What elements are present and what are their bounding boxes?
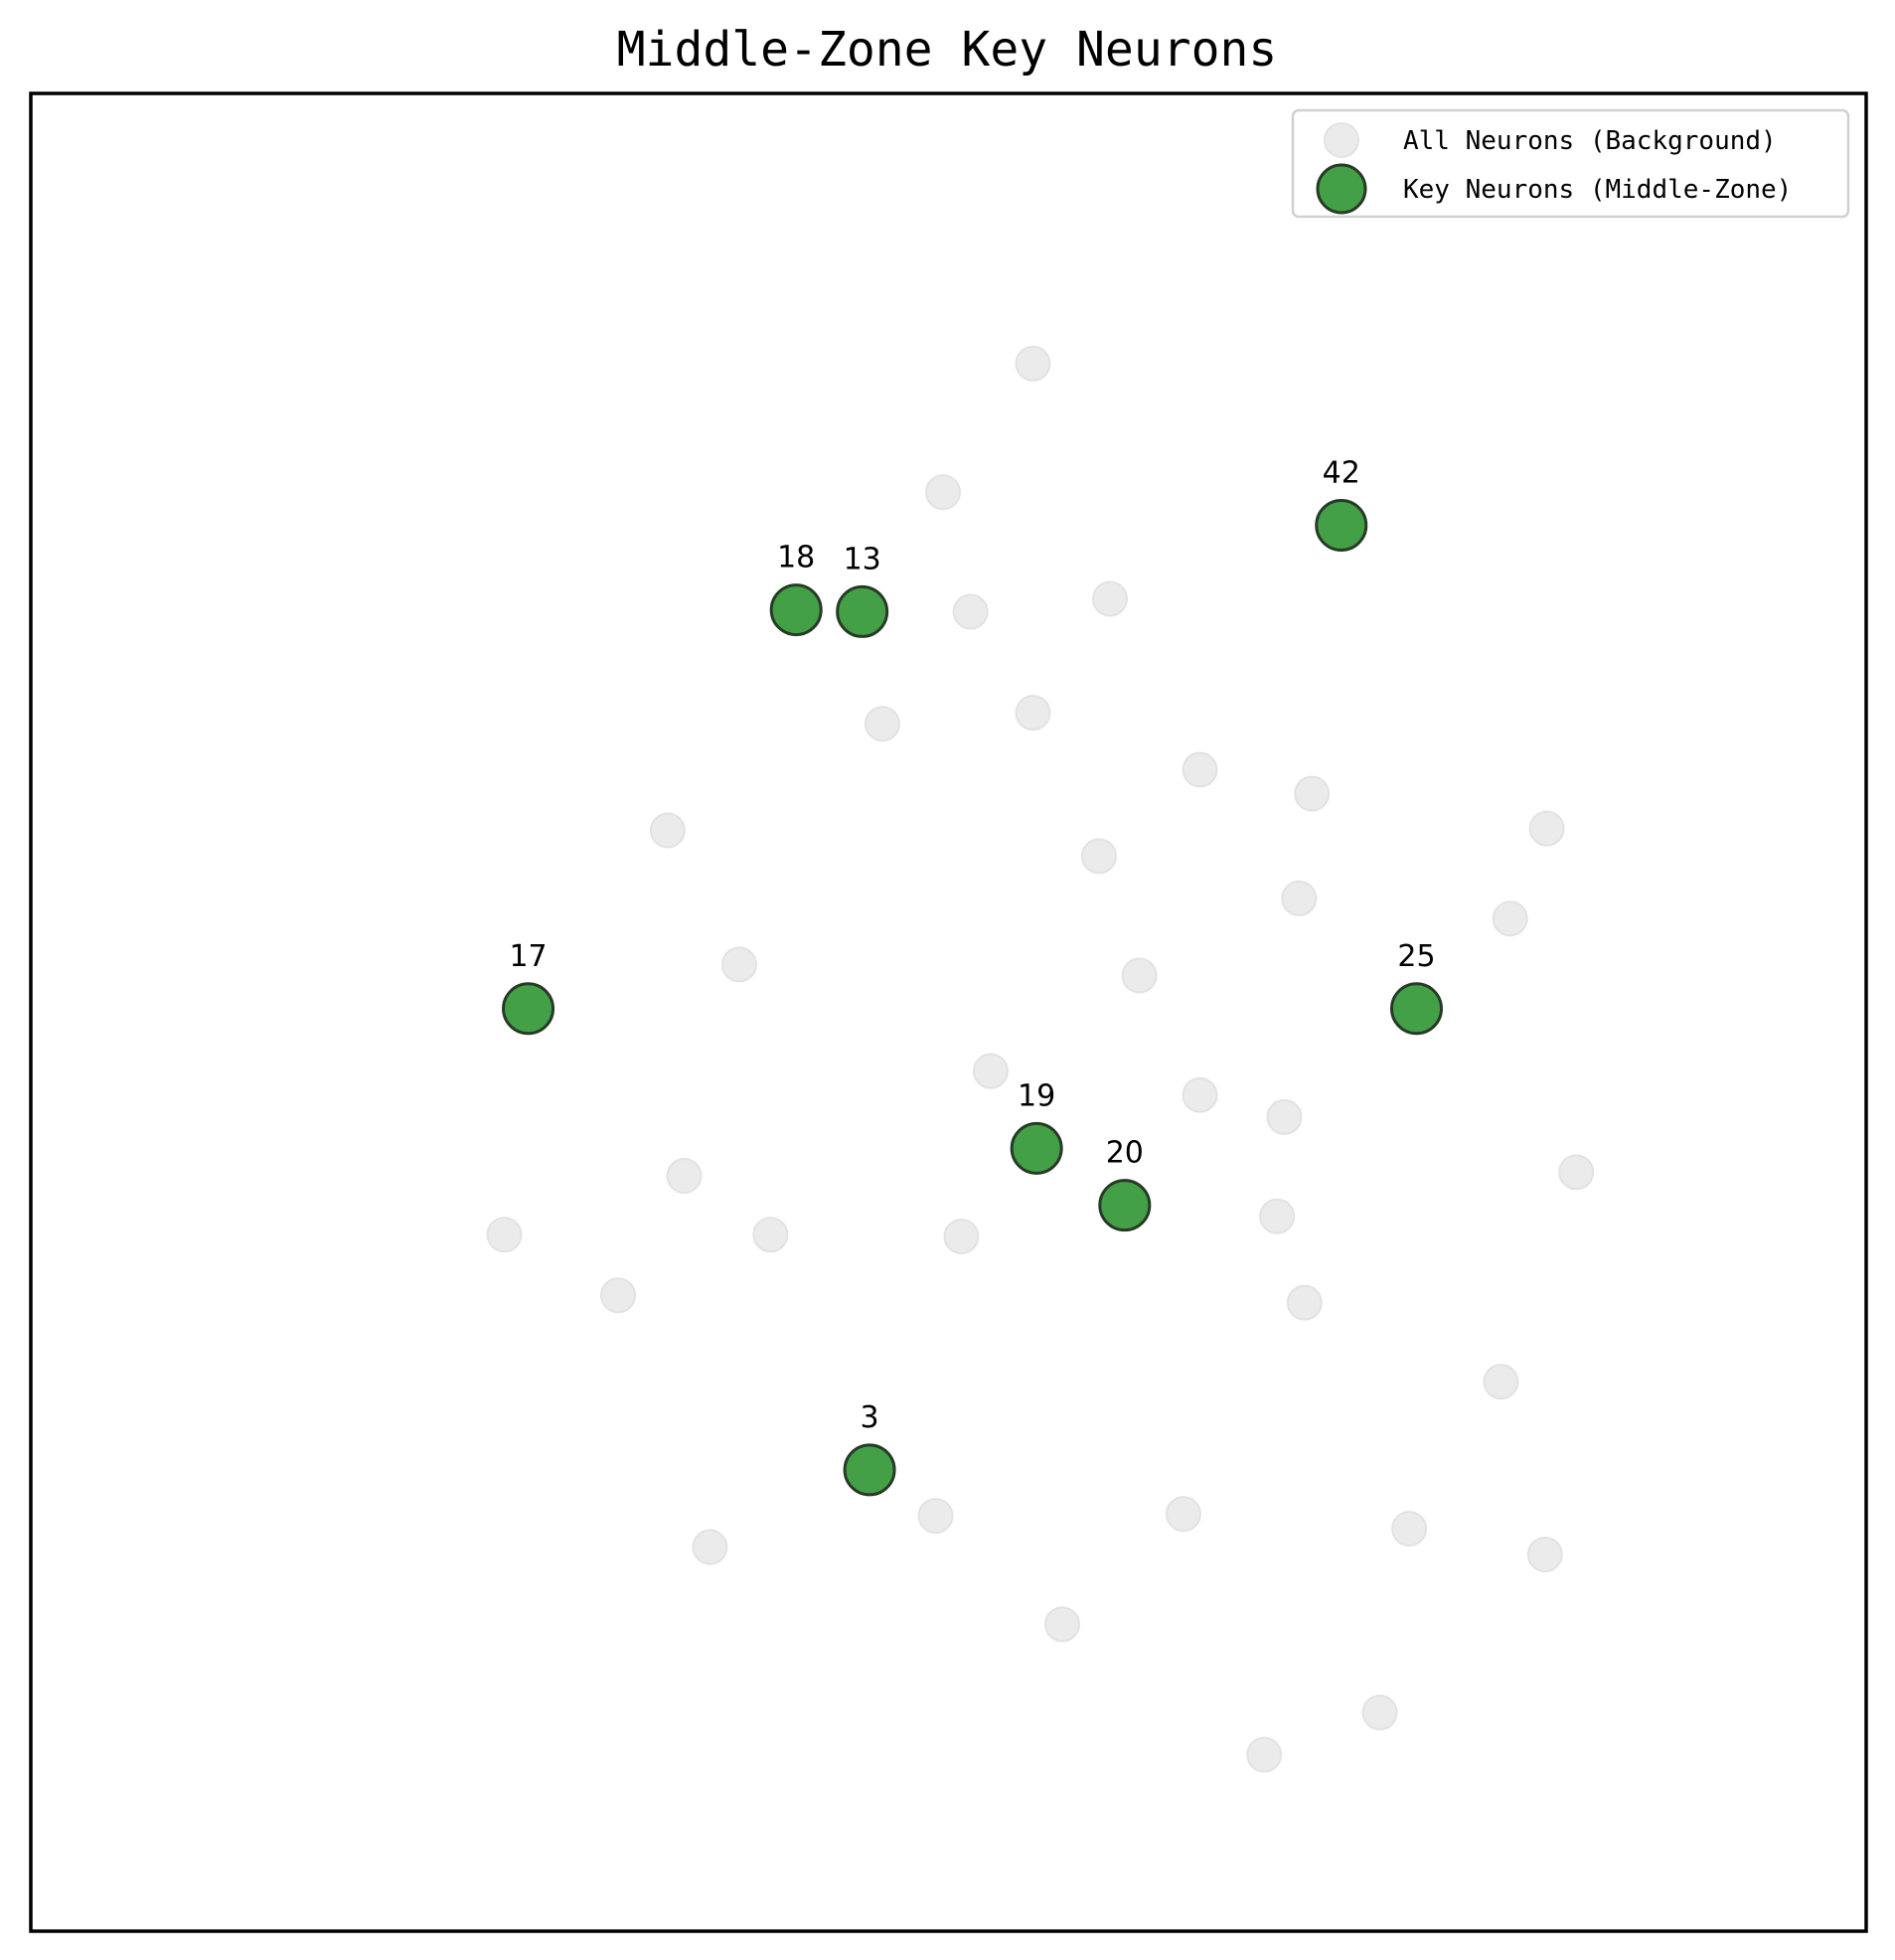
background-neuron-point: [1286, 1284, 1323, 1321]
background-neuron-point: [917, 1498, 954, 1535]
background-neuron-point: [1165, 1496, 1201, 1533]
key-neuron-point: [1315, 499, 1368, 553]
key-points: [502, 499, 1443, 1497]
background-neuron-point: [1361, 1694, 1398, 1730]
background-neuron-point: [1044, 1606, 1081, 1643]
background-neuron-point: [1259, 1198, 1296, 1234]
background-neuron-point: [1294, 775, 1331, 812]
background-neuron-point: [600, 1277, 637, 1314]
background-neuron-point: [1246, 1736, 1283, 1773]
key-neuron-point: [836, 584, 889, 638]
background-neuron-point: [972, 1053, 1009, 1089]
key-neuron-label: 19: [1018, 1078, 1055, 1113]
background-points: [486, 345, 1595, 1773]
legend-marker-key: [1316, 163, 1367, 215]
background-neuron-point: [1080, 838, 1117, 875]
key-neuron-point: [502, 982, 555, 1036]
background-neuron-point: [1015, 345, 1051, 382]
background-neuron-point: [1526, 1536, 1563, 1572]
key-neuron-label: 20: [1106, 1136, 1144, 1171]
background-neuron-point: [752, 1217, 789, 1253]
background-neuron-point: [1092, 580, 1129, 617]
background-neuron-point: [1528, 810, 1565, 847]
legend-label-key: Key Neurons (Middle-Zone): [1403, 175, 1792, 205]
key-neuron-point: [1098, 1179, 1152, 1232]
chart-title: Middle-Zone Key Neurons: [617, 22, 1278, 78]
background-neuron-point: [1266, 1098, 1303, 1135]
legend-label-background: All Neurons (Background): [1403, 126, 1777, 156]
background-neuron-point: [943, 1219, 980, 1255]
legend-marker-background: [1324, 122, 1359, 158]
key-neuron-label: 25: [1397, 939, 1435, 974]
background-neuron-point: [692, 1529, 728, 1565]
background-neuron-point: [1391, 1511, 1428, 1548]
background-neuron-point: [1182, 1076, 1218, 1113]
key-neuron-point: [1010, 1121, 1063, 1175]
background-neuron-point: [865, 706, 901, 742]
background-neuron-point: [1015, 695, 1051, 732]
key-neuron-label: 3: [861, 1400, 879, 1435]
key-neuron-point: [843, 1443, 896, 1497]
legend-box: [1291, 108, 1850, 219]
key-neuron-label: 42: [1323, 456, 1360, 491]
key-neuron-label: 13: [844, 542, 881, 576]
background-neuron-point: [486, 1217, 523, 1253]
background-neuron-point: [1281, 880, 1318, 916]
background-neuron-point: [952, 593, 989, 630]
background-neuron-point: [720, 946, 757, 983]
key-neuron-label: 18: [777, 541, 815, 575]
legend: All Neurons (Background) Key Neurons (Mi…: [1291, 108, 1850, 219]
key-neuron-label: 17: [509, 939, 547, 974]
background-neuron-point: [1121, 957, 1158, 994]
plot-frame: [29, 91, 1868, 1933]
background-neuron-point: [649, 812, 686, 849]
background-neuron-point: [1182, 751, 1218, 788]
key-labels: 42 18 13 17 25 19 20 3: [509, 456, 1435, 1435]
background-neuron-point: [666, 1158, 703, 1195]
key-neuron-point: [1389, 982, 1443, 1036]
background-neuron-point: [1483, 1364, 1519, 1400]
background-neuron-point: [1558, 1154, 1595, 1191]
background-neuron-point: [924, 474, 961, 511]
plot-area: 42 18 13 17 25 19 20 3: [29, 91, 1868, 1933]
background-neuron-point: [1492, 900, 1528, 937]
key-neuron-point: [769, 583, 823, 637]
